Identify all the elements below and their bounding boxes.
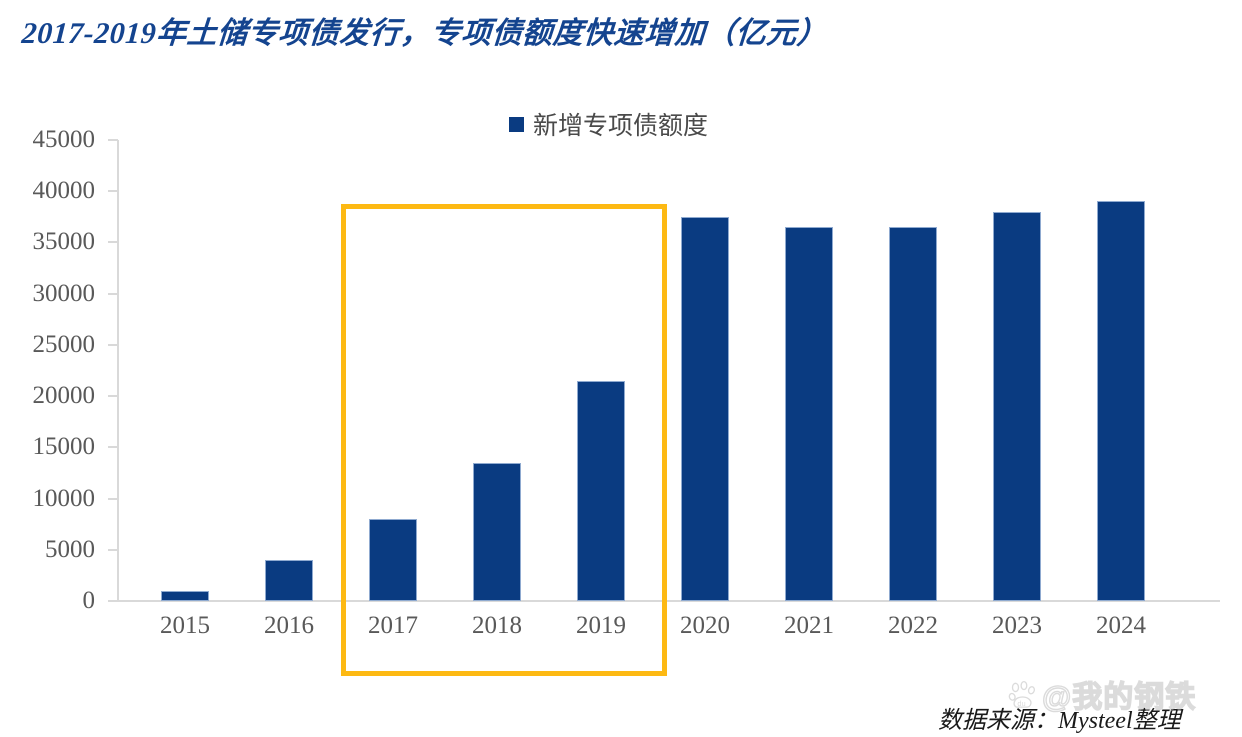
y-axis-tick (108, 446, 118, 449)
y-axis-tick-label: 40000 (32, 177, 96, 205)
y-axis-tick-label: 20000 (32, 382, 96, 410)
x-axis-tick-label-2019: 2019 (576, 612, 626, 639)
y-axis-tick-label: 15000 (32, 433, 96, 461)
x-axis-tick-label-2024: 2024 (1096, 612, 1146, 639)
x-axis-tick-label-2018: 2018 (472, 612, 522, 639)
bar-2021 (785, 227, 833, 601)
bar-2018 (473, 462, 521, 601)
bar-2022 (889, 227, 937, 601)
y-axis-tick (108, 548, 118, 551)
x-axis-tick-label-2022: 2022 (888, 612, 938, 639)
x-axis-tick-label-2023: 2023 (992, 612, 1042, 639)
bar-2016 (265, 560, 313, 601)
x-axis-tick-label-2020: 2020 (680, 612, 730, 639)
y-axis-tick (108, 497, 118, 500)
bar-2023 (993, 211, 1041, 601)
y-axis-tick-label: 45000 (32, 126, 96, 153)
y-axis-tick (108, 343, 118, 346)
y-axis-tick (108, 241, 118, 244)
y-axis-tick-label: 35000 (32, 228, 96, 256)
y-axis-tick (108, 395, 118, 398)
y-axis-tick (108, 292, 118, 295)
x-axis-tick-label-2017: 2017 (368, 612, 418, 639)
x-axis-line (117, 600, 1220, 602)
bar-2017 (369, 519, 417, 601)
x-axis-tick-label-2016: 2016 (264, 612, 314, 639)
y-axis-tick-label: 10000 (32, 484, 96, 512)
legend-item-label: 新增专项债额度 (533, 113, 709, 140)
y-axis-tick (108, 600, 118, 602)
bar-2019 (577, 380, 625, 601)
y-axis-tick (108, 139, 118, 141)
x-axis-tick-label-2021: 2021 (784, 612, 834, 639)
y-axis-tick-label: 30000 (32, 279, 96, 307)
y-axis-line (117, 140, 119, 602)
source-note: 数据来源：Mysteel整理 (938, 708, 1181, 734)
chart-legend: 新增专项债额度 (509, 106, 708, 142)
bar-2015 (161, 590, 209, 601)
y-axis-tick-label: 25000 (32, 330, 96, 358)
x-axis-tick-label-2015: 2015 (160, 612, 210, 639)
y-axis-tick-label: 0 (82, 587, 96, 614)
y-axis-tick-label: 5000 (45, 535, 95, 563)
highlight-box (341, 204, 667, 676)
y-axis-tick (108, 190, 118, 193)
bar-2020 (681, 216, 729, 601)
legend-swatch-icon (509, 116, 524, 132)
bar-2024 (1097, 201, 1145, 601)
